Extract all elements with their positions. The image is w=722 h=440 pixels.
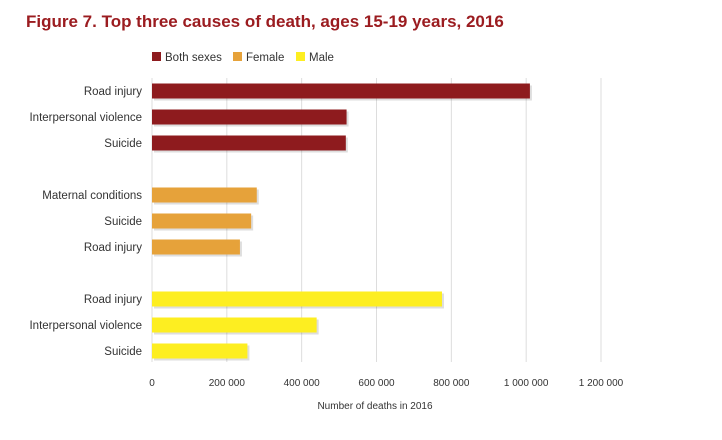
category-label: Maternal conditions — [42, 190, 142, 202]
bar — [152, 213, 252, 229]
x-tick-label: 1 000 000 — [504, 378, 549, 389]
category-label: Suicide — [104, 138, 142, 150]
legend-label: Male — [309, 52, 334, 64]
legend-swatch — [233, 52, 242, 61]
chart-title: Figure 7. Top three causes of death, age… — [26, 12, 504, 31]
bar — [152, 343, 248, 359]
category-label: Interpersonal violence — [29, 320, 142, 332]
legend-label: Female — [246, 52, 284, 64]
x-tick-label: 0 — [149, 378, 155, 389]
category-labels: Road injury Interpersonal violence Suicide… — [29, 86, 142, 358]
x-axis-label: Number of deaths in 2016 — [317, 401, 433, 412]
category-label: Road injury — [84, 86, 142, 98]
x-tick-labels: 0 200 000 400 000 600 000 800 000 1 000 000 1 … — [149, 378, 623, 389]
bars — [152, 83, 532, 361]
x-tick-label: 400 000 — [284, 378, 321, 389]
category-label: Suicide — [104, 346, 142, 358]
legend-label: Both sexes — [165, 52, 222, 64]
bar — [152, 187, 257, 203]
bar — [152, 109, 347, 125]
bar — [152, 317, 317, 333]
bar — [152, 291, 442, 307]
bar — [152, 239, 240, 255]
bar — [152, 83, 530, 99]
x-tick-label: 800 000 — [433, 378, 470, 389]
bar — [152, 135, 346, 151]
category-label: Interpersonal violence — [29, 112, 142, 124]
category-label: Road injury — [84, 242, 142, 254]
category-label: Road injury — [84, 294, 142, 306]
legend-swatch — [296, 52, 305, 61]
category-label: Suicide — [104, 216, 142, 228]
x-tick-label: 200 000 — [209, 378, 246, 389]
x-tick-label: 1 200 000 — [579, 378, 624, 389]
x-tick-label: 600 000 — [358, 378, 395, 389]
legend-swatch — [152, 52, 161, 61]
legend: Both sexes Female Male — [152, 52, 334, 64]
